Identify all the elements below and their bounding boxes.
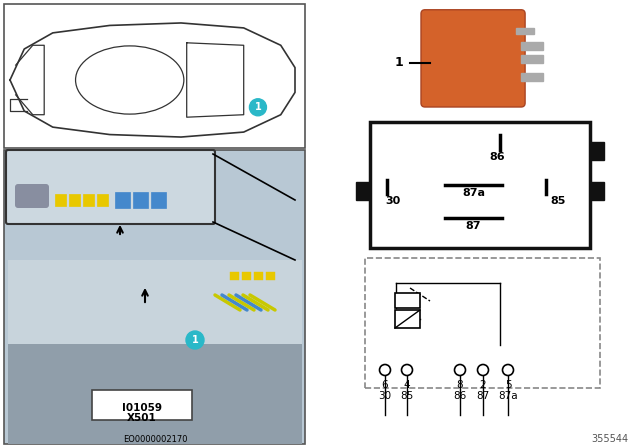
Text: 6: 6 xyxy=(381,380,388,390)
Text: I01059: I01059 xyxy=(122,403,162,413)
Text: 355544: 355544 xyxy=(591,434,628,444)
Text: 86: 86 xyxy=(490,152,506,162)
Bar xyxy=(8,260,302,440)
Text: EO0000002170: EO0000002170 xyxy=(123,435,188,444)
Bar xyxy=(55,194,66,206)
Bar xyxy=(521,42,543,50)
Circle shape xyxy=(477,365,488,375)
Circle shape xyxy=(250,99,266,116)
Text: 85: 85 xyxy=(401,391,413,401)
Text: 87a: 87a xyxy=(498,391,518,401)
Text: 85: 85 xyxy=(550,196,566,207)
Bar xyxy=(97,194,108,206)
Bar xyxy=(8,344,302,444)
Text: 87: 87 xyxy=(476,391,490,401)
Circle shape xyxy=(502,365,513,375)
Text: 2: 2 xyxy=(480,380,486,390)
Bar xyxy=(151,192,166,208)
Bar xyxy=(590,182,604,200)
Bar xyxy=(254,272,263,280)
FancyBboxPatch shape xyxy=(421,10,525,107)
Text: 5: 5 xyxy=(505,380,511,390)
Circle shape xyxy=(401,365,413,375)
Text: 30: 30 xyxy=(378,391,392,401)
Text: 1: 1 xyxy=(394,56,403,69)
Bar xyxy=(69,194,80,206)
Bar xyxy=(365,258,600,388)
Bar xyxy=(395,310,420,328)
Circle shape xyxy=(454,365,465,375)
Bar xyxy=(521,73,543,81)
Text: 30: 30 xyxy=(385,196,401,207)
Bar xyxy=(395,293,420,308)
Circle shape xyxy=(380,365,390,375)
FancyBboxPatch shape xyxy=(15,184,49,208)
Bar xyxy=(590,142,604,160)
Text: 87: 87 xyxy=(466,221,481,231)
Bar xyxy=(83,194,94,206)
Text: 86: 86 xyxy=(453,391,467,401)
Bar xyxy=(92,390,192,420)
Text: 4: 4 xyxy=(404,380,410,390)
Text: 87a: 87a xyxy=(462,188,485,198)
FancyBboxPatch shape xyxy=(6,150,215,224)
Circle shape xyxy=(186,331,204,349)
Bar xyxy=(133,192,148,208)
Bar xyxy=(230,272,239,280)
Bar xyxy=(516,28,534,34)
Bar xyxy=(356,182,370,200)
Bar xyxy=(370,122,590,248)
Text: 8: 8 xyxy=(457,380,463,390)
Text: X501: X501 xyxy=(127,413,157,423)
Text: 1: 1 xyxy=(255,102,261,112)
Text: 1: 1 xyxy=(191,335,198,345)
Bar xyxy=(4,4,305,148)
Bar xyxy=(242,272,251,280)
Bar xyxy=(266,272,275,280)
Bar xyxy=(115,192,130,208)
Bar xyxy=(4,150,305,444)
Bar xyxy=(521,55,543,63)
